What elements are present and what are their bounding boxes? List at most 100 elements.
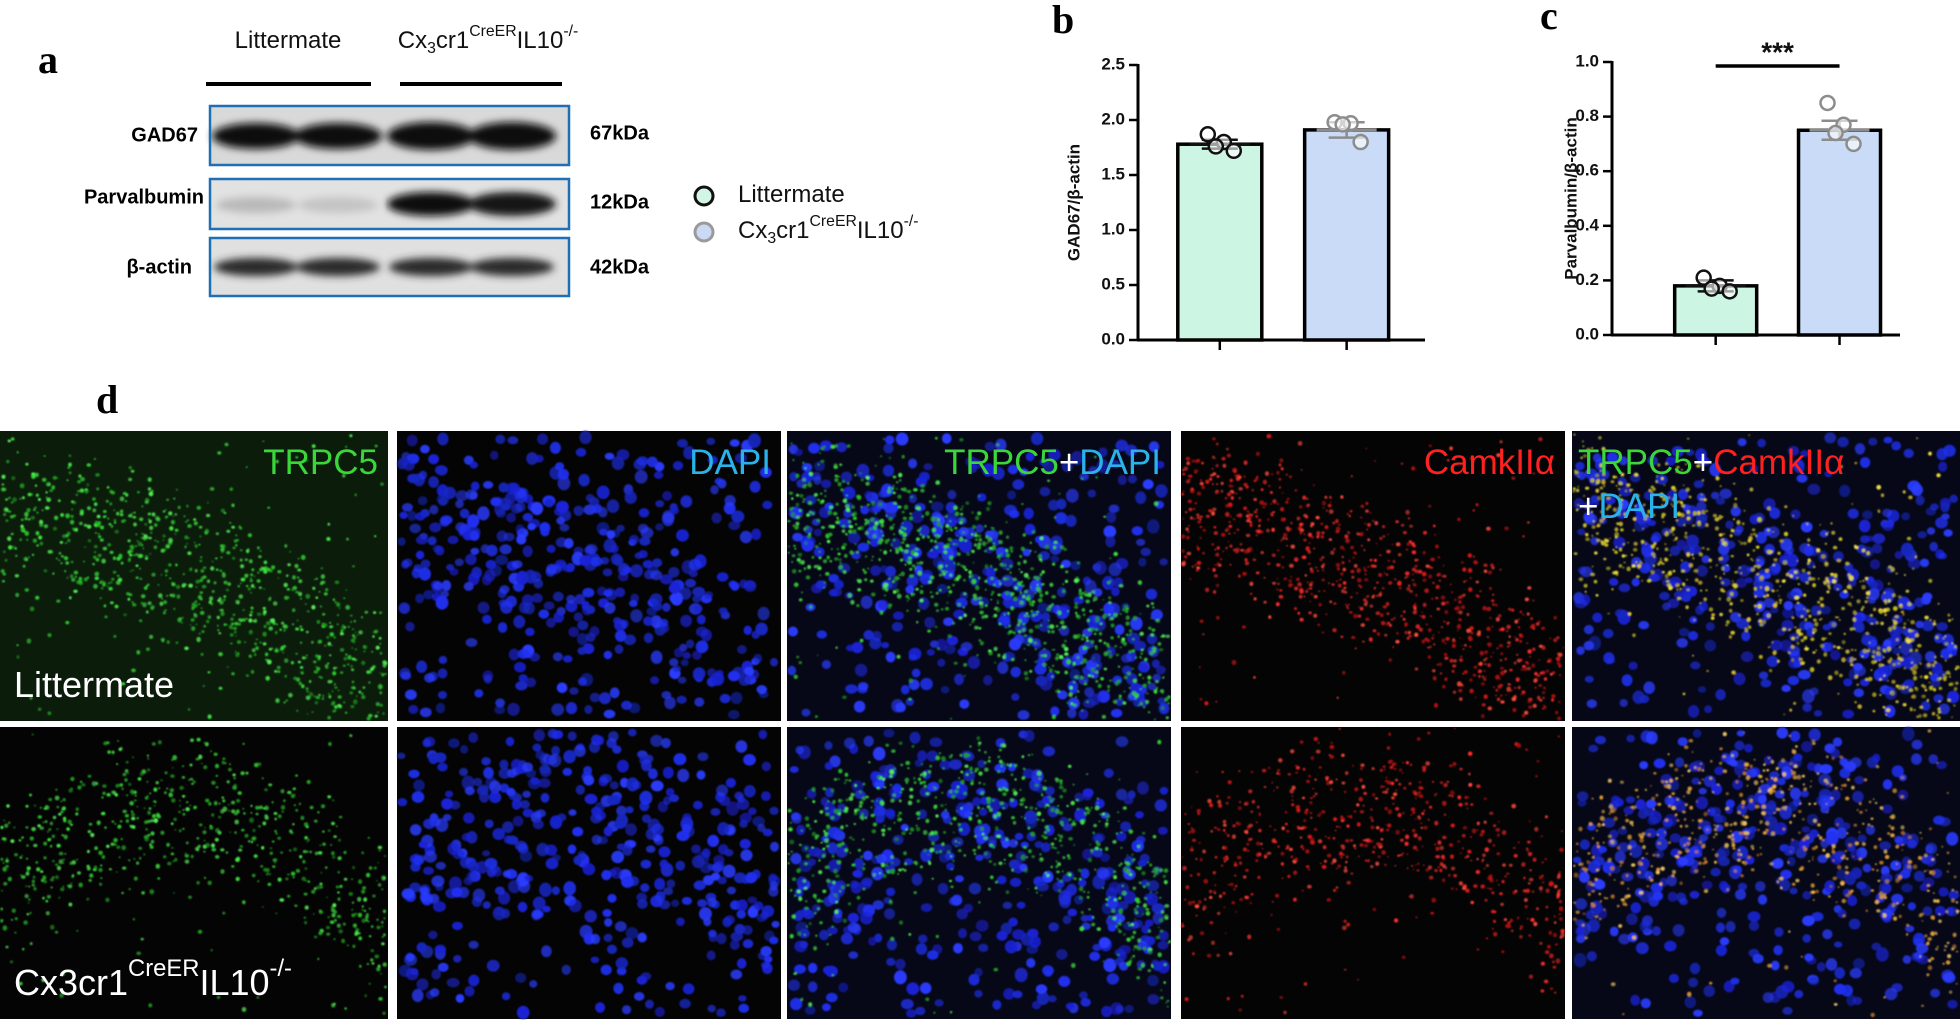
cell: [311, 641, 314, 644]
cell: [1360, 607, 1364, 611]
cell: [32, 554, 34, 556]
cell: [1770, 607, 1778, 613]
cell: [1720, 588, 1724, 592]
cell: [884, 595, 886, 597]
cell: [1788, 629, 1791, 632]
cell: [1074, 605, 1078, 609]
cell: [1183, 518, 1185, 520]
cell: [1486, 527, 1491, 531]
cell: [890, 544, 892, 546]
cell: [927, 630, 931, 633]
cell: [1233, 518, 1235, 520]
cell: [1791, 510, 1801, 520]
cell: [1405, 631, 1408, 635]
cell: [1943, 637, 1945, 639]
cell: [856, 561, 858, 563]
cell: [949, 574, 952, 577]
cell: [1908, 496, 1912, 500]
cell: [1369, 512, 1371, 514]
cell: [1034, 551, 1036, 553]
cell: [1403, 618, 1406, 621]
cell: [163, 510, 166, 512]
cell: [497, 531, 508, 542]
cell: [1411, 466, 1415, 470]
cell: [15, 547, 17, 549]
cell: [1013, 632, 1016, 635]
cell: [817, 499, 819, 501]
cell: [455, 559, 464, 567]
cell: [1070, 686, 1073, 690]
cell: [154, 523, 158, 527]
cell: [5, 559, 8, 562]
cell: [913, 488, 918, 492]
cell: [1388, 622, 1391, 624]
cell: [1461, 561, 1464, 564]
cell: [1287, 498, 1290, 501]
cell: [1458, 600, 1462, 604]
cell: [1286, 526, 1290, 530]
cell: [1491, 626, 1493, 628]
cell: [177, 595, 181, 599]
cell: [84, 577, 88, 581]
cell: [1527, 649, 1531, 654]
cell: [100, 526, 104, 530]
cell: [149, 491, 154, 496]
cell: [1113, 700, 1117, 704]
cell: [55, 863, 58, 866]
cell: [139, 568, 141, 570]
cell: [212, 561, 214, 563]
cell: [438, 691, 447, 699]
cell: [976, 654, 978, 656]
cell: [680, 615, 692, 627]
cell: [1584, 584, 1588, 588]
cell: [374, 630, 378, 634]
cell: [1635, 561, 1637, 563]
cell: [87, 525, 91, 529]
cell: [251, 670, 254, 674]
cell: [413, 564, 422, 572]
cell: [1398, 581, 1401, 584]
cell: [336, 886, 340, 889]
cell: [1396, 542, 1401, 546]
cell: [1109, 563, 1122, 577]
cell: [1266, 529, 1270, 533]
cell: [220, 557, 222, 559]
cell: [171, 582, 173, 585]
cell: [880, 611, 884, 615]
cell: [205, 533, 207, 535]
cell: [203, 625, 206, 628]
cell: [1468, 587, 1472, 592]
cell: [1695, 578, 1699, 582]
cell: [857, 588, 861, 591]
cell: [901, 685, 910, 695]
cell: [1639, 561, 1642, 564]
cell: [1209, 478, 1212, 481]
cell: [710, 485, 718, 494]
cell: [1803, 608, 1805, 610]
cell: [1129, 650, 1132, 653]
cell: [306, 631, 309, 634]
cell: [1296, 578, 1300, 582]
cell: [1700, 590, 1702, 592]
cell: [1058, 611, 1062, 615]
cell: [231, 526, 235, 529]
cell: [1871, 655, 1874, 658]
cell: [270, 852, 273, 855]
cell: [378, 846, 382, 849]
cell: [181, 622, 183, 624]
cell: [1051, 555, 1059, 562]
cell: [1498, 684, 1502, 688]
cell: [1367, 595, 1369, 597]
cell: [908, 557, 912, 560]
cell: [1155, 680, 1159, 683]
cell: [206, 514, 210, 517]
cell: [203, 566, 206, 569]
cell: [1349, 515, 1351, 517]
cell: [1291, 576, 1293, 578]
cell: [798, 553, 803, 557]
cell: [902, 455, 905, 459]
cell: [978, 577, 980, 579]
cell: [1386, 550, 1390, 554]
cell: [6, 857, 8, 859]
cell: [1882, 521, 1894, 531]
